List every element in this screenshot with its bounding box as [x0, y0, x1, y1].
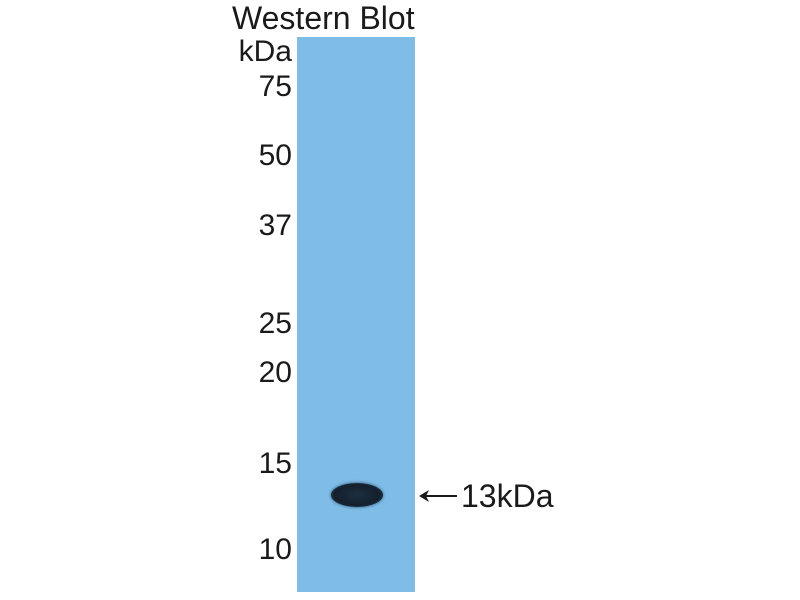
marker-label-25: 25 — [258, 307, 292, 340]
marker-label-75: 75 — [258, 70, 292, 103]
marker-label-15: 15 — [258, 447, 292, 480]
marker-label-37: 37 — [258, 209, 292, 242]
marker-label-10: 10 — [258, 533, 292, 566]
protein-band — [331, 483, 383, 507]
arrow-left-icon — [419, 490, 457, 502]
marker-label-50: 50 — [258, 139, 292, 172]
blot-title: Western Blot — [232, 0, 415, 36]
marker-label-20: 20 — [258, 356, 292, 389]
unit-label: kDa — [238, 35, 292, 68]
band-size-label: 13kDa — [461, 478, 554, 514]
blot-lane — [297, 37, 415, 592]
